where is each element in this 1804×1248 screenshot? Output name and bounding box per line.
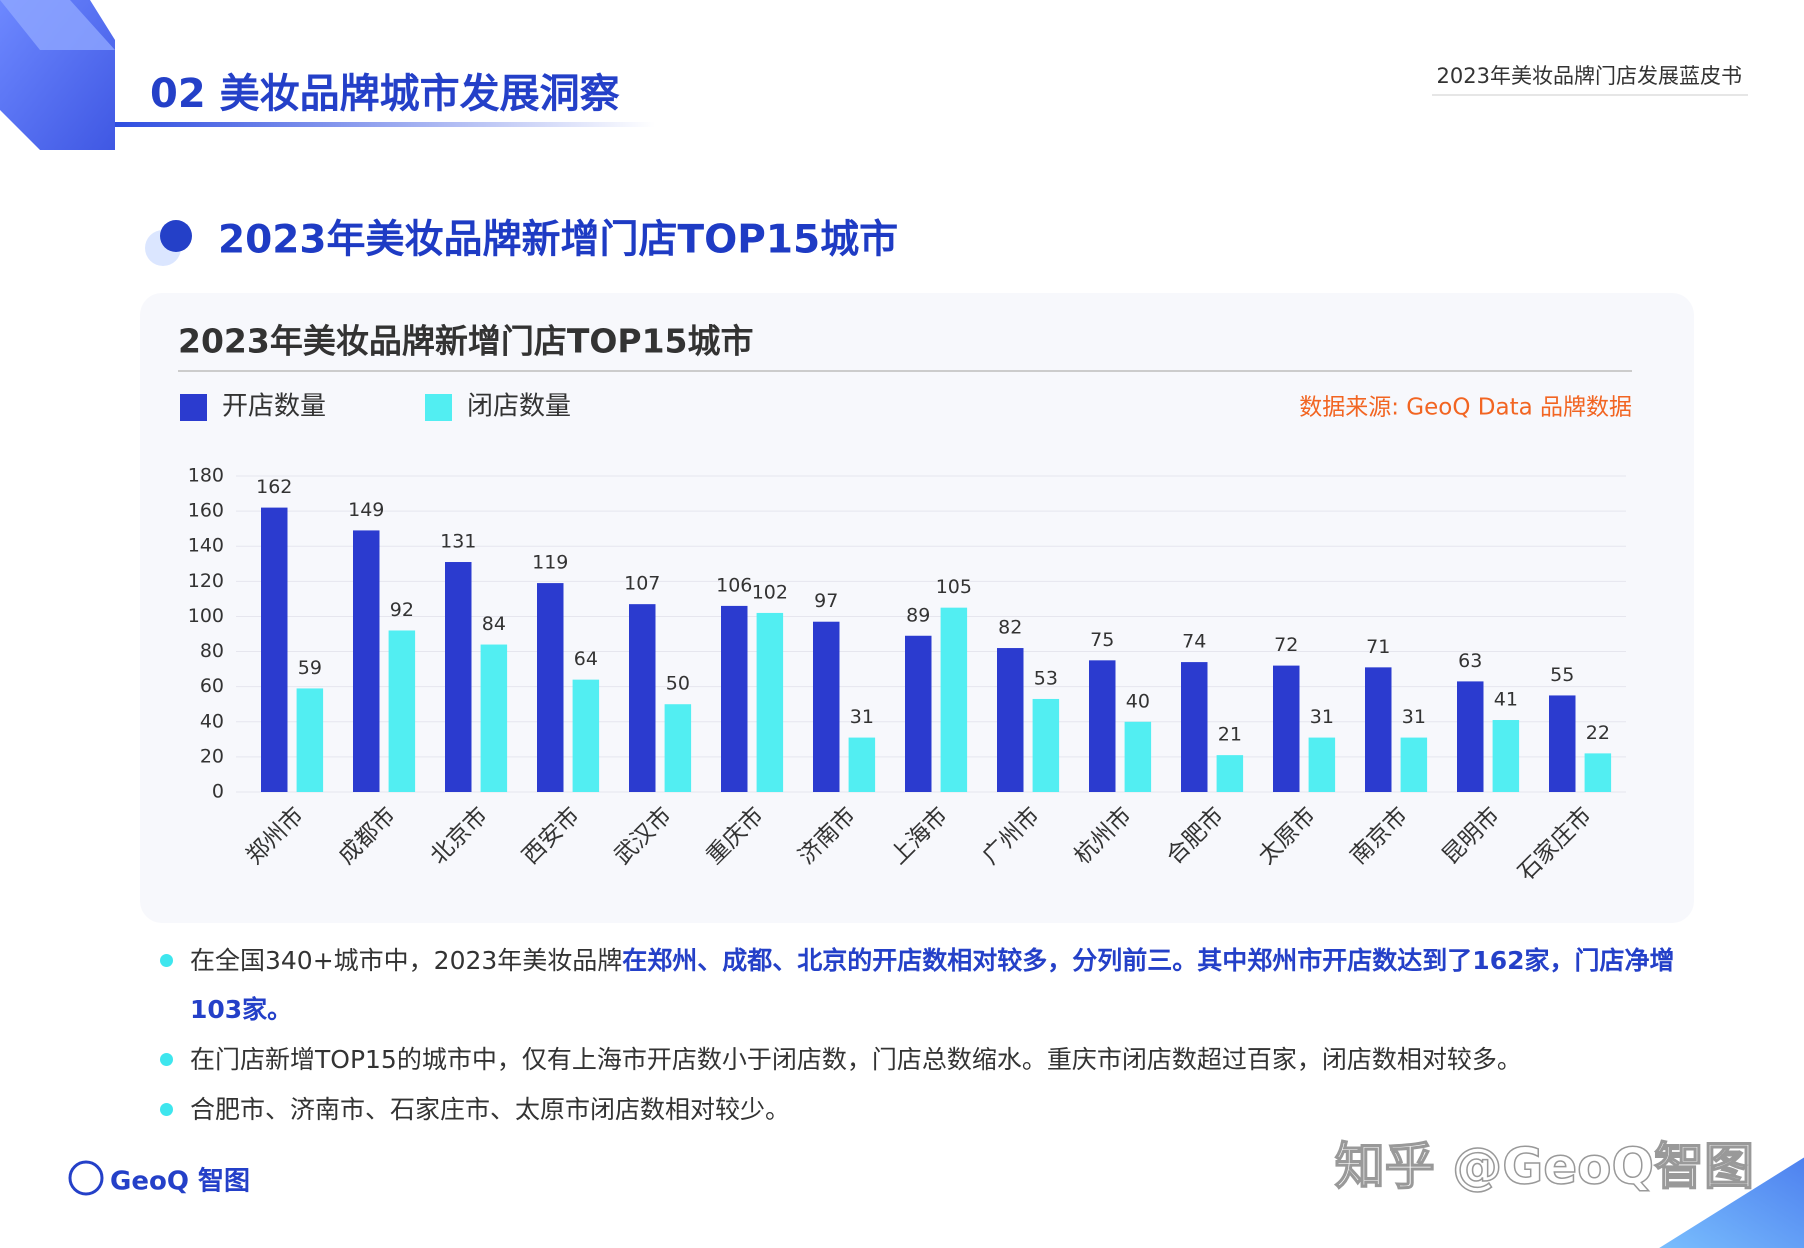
bar <box>480 644 508 792</box>
bar <box>1549 695 1576 792</box>
value-label: 75 <box>1090 629 1114 651</box>
value-label: 71 <box>1366 636 1390 658</box>
legend-label: 开店数量 <box>222 392 326 422</box>
chart-title: 2023年美妆品牌新增门店TOP15城市 <box>178 322 754 361</box>
y-tick-label: 0 <box>212 781 224 803</box>
value-label: 89 <box>906 604 930 626</box>
bar <box>1181 662 1208 792</box>
bar <box>261 507 288 792</box>
report-title: 2023年美妆品牌门店发展蓝皮书 <box>1437 64 1742 88</box>
bar <box>940 607 968 792</box>
bar <box>1492 720 1520 792</box>
heading: 2023年美妆品牌新增门店TOP15城市 <box>218 218 898 263</box>
value-label: 31 <box>1402 706 1426 728</box>
y-tick-label: 80 <box>200 640 224 662</box>
value-label: 64 <box>574 648 598 670</box>
value-label: 162 <box>256 476 292 498</box>
value-label: 41 <box>1494 689 1518 711</box>
y-tick-label: 20 <box>200 745 224 767</box>
bar <box>1365 667 1392 792</box>
bar <box>629 604 656 792</box>
source: 数据来源: GeoQ Data 品牌数据 <box>1299 395 1632 421</box>
y-tick-label: 160 <box>188 500 224 522</box>
bullets: 在全国340+城市中，2023年美妆品牌在郑州、成都、北京的开店数相对较多，分列… <box>160 936 1690 1135</box>
deco-triangle <box>1659 1157 1804 1248</box>
bar <box>1400 737 1428 792</box>
bullet-text: 在全国340+城市中，2023年美妆品牌 <box>190 946 623 975</box>
bar <box>1457 681 1484 792</box>
value-label: 31 <box>850 706 874 728</box>
value-label: 40 <box>1126 690 1150 712</box>
chart-panel <box>140 293 1694 923</box>
bar <box>905 635 932 792</box>
bar <box>1089 660 1116 792</box>
value-label: 84 <box>482 613 506 635</box>
bar <box>388 630 416 792</box>
bar <box>848 737 876 792</box>
value-label: 55 <box>1550 664 1574 686</box>
bullet: 在全国340+城市中，2023年美妆品牌在郑州、成都、北京的开店数相对较多，分列… <box>160 936 1690 1034</box>
legend-swatch <box>425 394 452 421</box>
y-tick-label: 100 <box>188 605 224 627</box>
value-label: 31 <box>1310 706 1334 728</box>
bar <box>1124 721 1152 792</box>
bar <box>353 530 380 792</box>
bar <box>721 605 748 792</box>
value-label: 21 <box>1218 724 1242 746</box>
bar <box>445 562 472 792</box>
bar <box>1273 665 1300 792</box>
value-label: 107 <box>624 573 660 595</box>
value-label: 131 <box>440 531 476 553</box>
bar <box>813 621 840 792</box>
bar <box>1584 753 1612 792</box>
value-label: 63 <box>1458 650 1482 672</box>
bullet: 合肥市、济南市、石家庄市、太原市闭店数相对较少。 <box>160 1085 1690 1134</box>
bar <box>537 583 564 792</box>
value-label: 105 <box>936 576 972 598</box>
section-title: 02 美妆品牌城市发展洞察 <box>150 71 620 117</box>
bar <box>664 704 692 792</box>
bar <box>1032 698 1060 792</box>
y-tick-label: 60 <box>200 675 224 697</box>
value-label: 102 <box>752 581 788 603</box>
bullet: 在门店新增TOP15的城市中，仅有上海市开店数小于闭店数，门店总数缩水。重庆市闭… <box>160 1035 1690 1084</box>
value-label: 97 <box>814 590 838 612</box>
y-tick-label: 180 <box>188 465 224 487</box>
logo: GeoQ 智图 <box>110 1167 250 1197</box>
value-label: 22 <box>1586 722 1610 744</box>
bar <box>572 679 600 792</box>
bullet-text: 合肥市、济南市、石家庄市、太原市闭店数相对较少。 <box>190 1095 791 1124</box>
deco-cube-top <box>0 0 115 50</box>
legend-swatch <box>180 394 207 421</box>
bullet-text: 在郑州、成都、北京的开店数相对较多，分列前三。其中郑州市开店数达到了162家，门… <box>190 946 1675 1024</box>
title-underline <box>115 122 655 127</box>
legend-label: 闭店数量 <box>467 392 571 422</box>
value-label: 59 <box>298 657 322 679</box>
value-label: 82 <box>998 617 1022 639</box>
value-label: 50 <box>666 673 690 695</box>
value-label: 72 <box>1274 634 1298 656</box>
bar <box>1216 755 1244 792</box>
bullet-text: 在门店新增TOP15的城市中，仅有上海市开店数小于闭店数，门店总数缩水。重庆市闭… <box>190 1045 1522 1074</box>
bar <box>296 688 324 792</box>
bar <box>756 612 784 792</box>
y-tick-label: 140 <box>188 535 224 557</box>
value-label: 74 <box>1182 631 1206 653</box>
bar <box>997 648 1024 792</box>
icon-front <box>160 220 192 252</box>
bar <box>1308 737 1336 792</box>
value-label: 149 <box>348 499 384 521</box>
watermark: 知乎 @GeoQ智图 <box>1335 1138 1754 1196</box>
value-label: 53 <box>1034 667 1058 689</box>
y-tick-label: 40 <box>200 710 224 732</box>
value-label: 119 <box>532 552 568 574</box>
y-tick-label: 120 <box>188 570 224 592</box>
value-label: 92 <box>390 599 414 621</box>
logo-icon <box>68 1160 104 1196</box>
value-label: 106 <box>716 574 752 596</box>
